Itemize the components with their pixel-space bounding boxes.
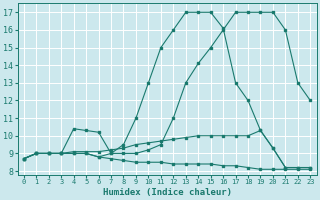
X-axis label: Humidex (Indice chaleur): Humidex (Indice chaleur): [103, 188, 232, 197]
